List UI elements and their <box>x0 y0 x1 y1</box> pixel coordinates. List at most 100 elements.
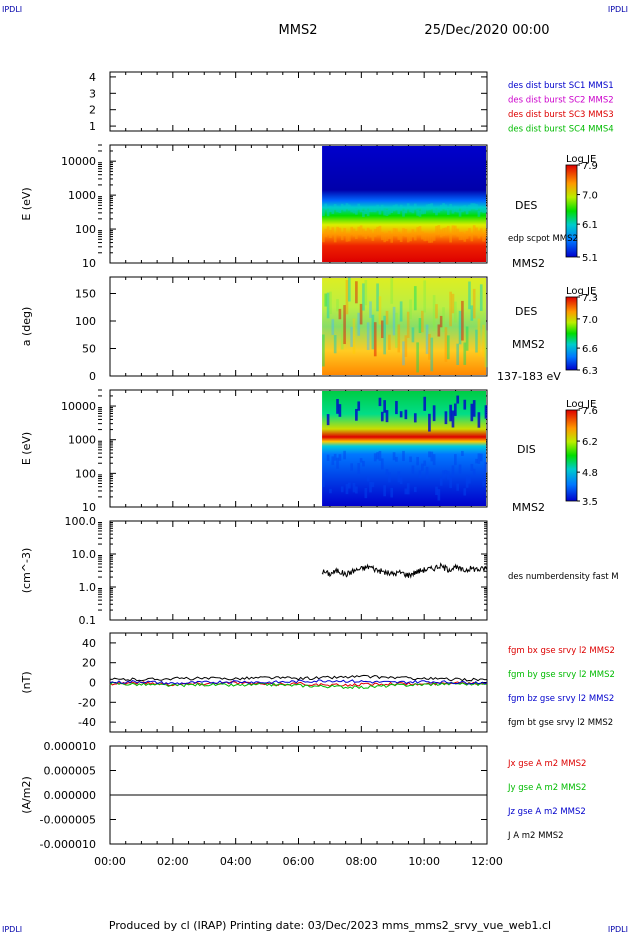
heatmap-cell <box>392 452 396 461</box>
series-line <box>321 562 488 579</box>
heatmap-cell <box>413 486 417 493</box>
heatmap-cell <box>343 228 346 237</box>
heatmap-cell <box>345 279 349 315</box>
heatmap-cell <box>390 234 394 243</box>
heatmap-cell <box>383 234 386 243</box>
heatmap-cell <box>437 225 441 234</box>
heatmap-cell <box>333 335 337 354</box>
heatmap-cell <box>331 207 335 214</box>
heatmap-cell <box>411 229 415 238</box>
heatmap-cell <box>355 231 358 240</box>
heatmap-cell <box>397 231 401 240</box>
heatmap-cell <box>418 226 422 235</box>
y-tick-label: 4 <box>89 71 96 84</box>
heatmap-cell <box>423 460 427 466</box>
heatmap-cell <box>380 411 384 422</box>
heatmap-cell <box>428 451 431 458</box>
heatmap-cell <box>416 456 419 466</box>
y-tick-label: 0 <box>89 677 96 690</box>
heatmap-cell <box>442 470 445 479</box>
heatmap-cell <box>322 234 325 243</box>
heatmap-cell <box>402 450 405 462</box>
heatmap-cell <box>404 409 408 420</box>
heatmap-cell <box>402 341 405 366</box>
heatmap-cell <box>456 343 460 366</box>
heatmap-cell <box>324 228 328 237</box>
heatmap-cell <box>350 326 353 347</box>
heatmap-cell <box>397 324 401 353</box>
heatmap-cell <box>482 206 485 213</box>
heatmap-cell <box>364 279 368 306</box>
heatmap-cell <box>371 206 375 213</box>
heatmap-cell <box>357 401 361 411</box>
heatmap-cell <box>458 210 462 217</box>
heatmap-cell <box>399 234 403 243</box>
heatmap-cell <box>331 319 335 335</box>
heatmap-cell <box>406 234 410 243</box>
heatmap-cell <box>484 405 488 419</box>
heatmap-cell <box>454 454 457 466</box>
heatmap-cell <box>338 308 342 320</box>
heatmap-cell <box>444 469 448 475</box>
heatmap-cell <box>449 234 452 243</box>
heatmap-cell <box>376 452 379 460</box>
heatmap-cell <box>454 225 457 234</box>
heatmap-cell <box>355 208 358 215</box>
heatmap-cell <box>352 482 356 493</box>
heatmap-cell <box>437 324 441 337</box>
heatmap-cell <box>411 207 415 214</box>
heatmap-cell <box>421 231 424 240</box>
heatmap-cell <box>378 208 382 215</box>
heatmap-cell <box>482 324 485 357</box>
corner-label: IPDLI <box>2 925 22 934</box>
heatmap-cell <box>380 232 384 241</box>
heatmap-cell <box>383 400 386 413</box>
heatmap-cell <box>352 318 356 354</box>
heatmap-cell <box>428 203 431 210</box>
corner-label: IPDLI <box>2 5 22 14</box>
heatmap-cell <box>442 228 445 237</box>
colorbar-tick-label: 7.3 <box>582 293 598 304</box>
heatmap-cell <box>392 306 396 336</box>
heatmap-cell <box>336 398 339 414</box>
heatmap-cell <box>376 283 379 312</box>
y-axis-label: E (eV) <box>20 432 33 465</box>
heatmap-cell <box>371 232 375 241</box>
heatmap-cell <box>364 487 368 499</box>
heatmap-cell <box>366 322 370 351</box>
heatmap-cell <box>336 226 339 235</box>
heatmap-cell <box>397 208 401 215</box>
heatmap-cell <box>451 225 455 234</box>
heatmap-cell <box>449 203 452 210</box>
heatmap-cell <box>428 234 431 243</box>
colorbar-title: Log JE <box>566 286 596 297</box>
x-tick-label: 04:00 <box>220 855 252 868</box>
heatmap-cell <box>352 207 356 214</box>
heatmap-cell <box>430 337 434 372</box>
heatmap-cell <box>428 413 431 432</box>
heatmap-cell <box>444 411 448 425</box>
heatmap-cell <box>468 228 471 237</box>
y-tick-label: 0 <box>89 370 96 383</box>
heatmap-cell <box>385 310 389 325</box>
heatmap-cell <box>329 291 332 315</box>
overlay-label: edp scpot MMS2 <box>508 234 578 244</box>
heatmap-cell <box>418 470 422 479</box>
heatmap-cell <box>366 210 370 217</box>
heatmap-cell <box>385 410 389 423</box>
heatmap-cell <box>392 205 396 212</box>
heatmap-cell <box>326 226 330 235</box>
heatmap-cell <box>446 225 450 234</box>
heatmap-cell <box>479 206 483 213</box>
heatmap-cell <box>378 397 382 407</box>
heatmap-cell <box>428 334 431 360</box>
heatmap-cell <box>470 233 474 242</box>
heatmap-cell <box>425 324 429 354</box>
heatmap-cell <box>470 203 474 210</box>
heatmap-cell <box>418 318 422 334</box>
corner-label: IPDLI <box>608 5 628 14</box>
heatmap-cell <box>388 230 391 239</box>
heatmap-cell <box>364 230 368 239</box>
heatmap-cell <box>362 210 365 217</box>
heatmap-cell <box>373 453 377 462</box>
